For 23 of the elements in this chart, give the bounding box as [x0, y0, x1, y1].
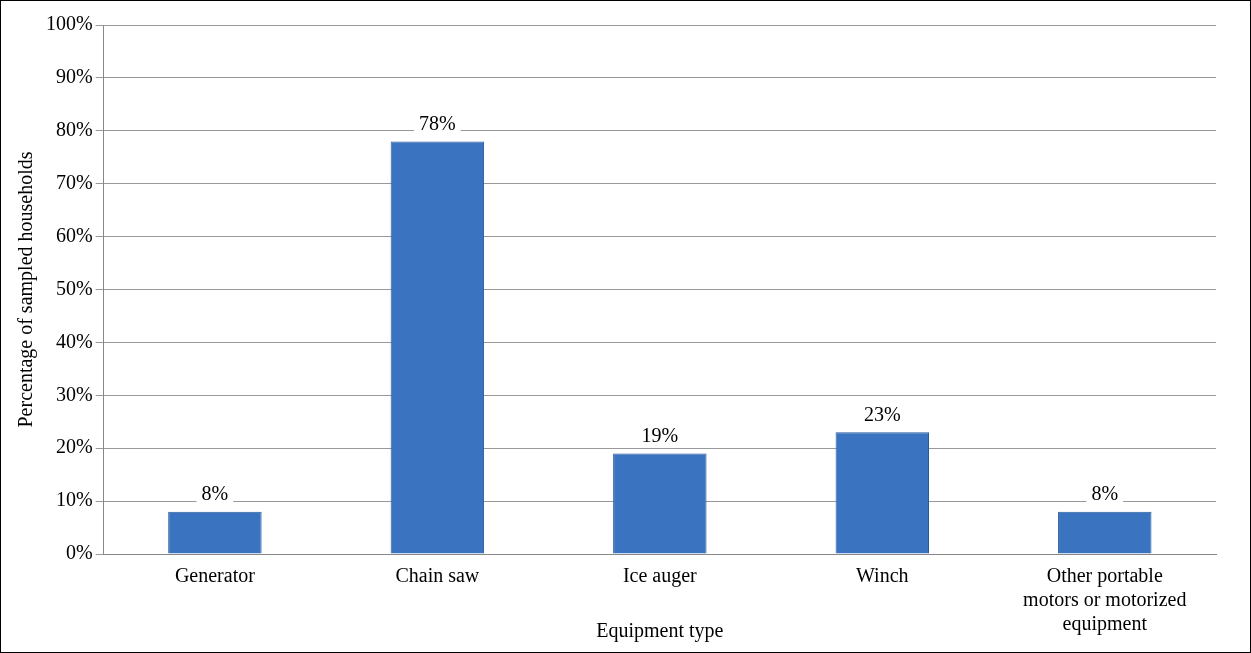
y-axis-title: Percentage of sampled households [14, 151, 38, 428]
y-tick-label: 90% [55, 65, 93, 88]
y-tick-label: 10% [55, 488, 93, 511]
x-tick-label: Other portable motors or motorized equipment [1023, 564, 1187, 636]
y-tick-label: 50% [55, 276, 93, 299]
x-tick-label: Winch [856, 564, 909, 587]
data-label: 8% [201, 481, 229, 504]
data-label: 19% [641, 423, 679, 446]
y-tick-label: 100% [45, 12, 93, 35]
x-tick-label: Ice auger [622, 564, 698, 588]
x-tick-label: Generator [174, 564, 256, 587]
x-axis-title: Equipment type [596, 619, 724, 643]
x-tick-label: Chain saw [395, 564, 480, 587]
y-tick-label: 60% [55, 223, 93, 246]
y-tick-label: 20% [55, 435, 93, 458]
y-tick-label: 80% [55, 118, 93, 141]
data-label: 23% [863, 402, 901, 425]
y-tick-label: 30% [55, 382, 93, 405]
y-tick-label: 0% [65, 541, 93, 564]
data-label: 8% [1091, 481, 1119, 504]
data-label: 78% [419, 111, 456, 134]
y-tick-label: 70% [55, 170, 93, 193]
y-tick-label: 40% [55, 329, 93, 352]
